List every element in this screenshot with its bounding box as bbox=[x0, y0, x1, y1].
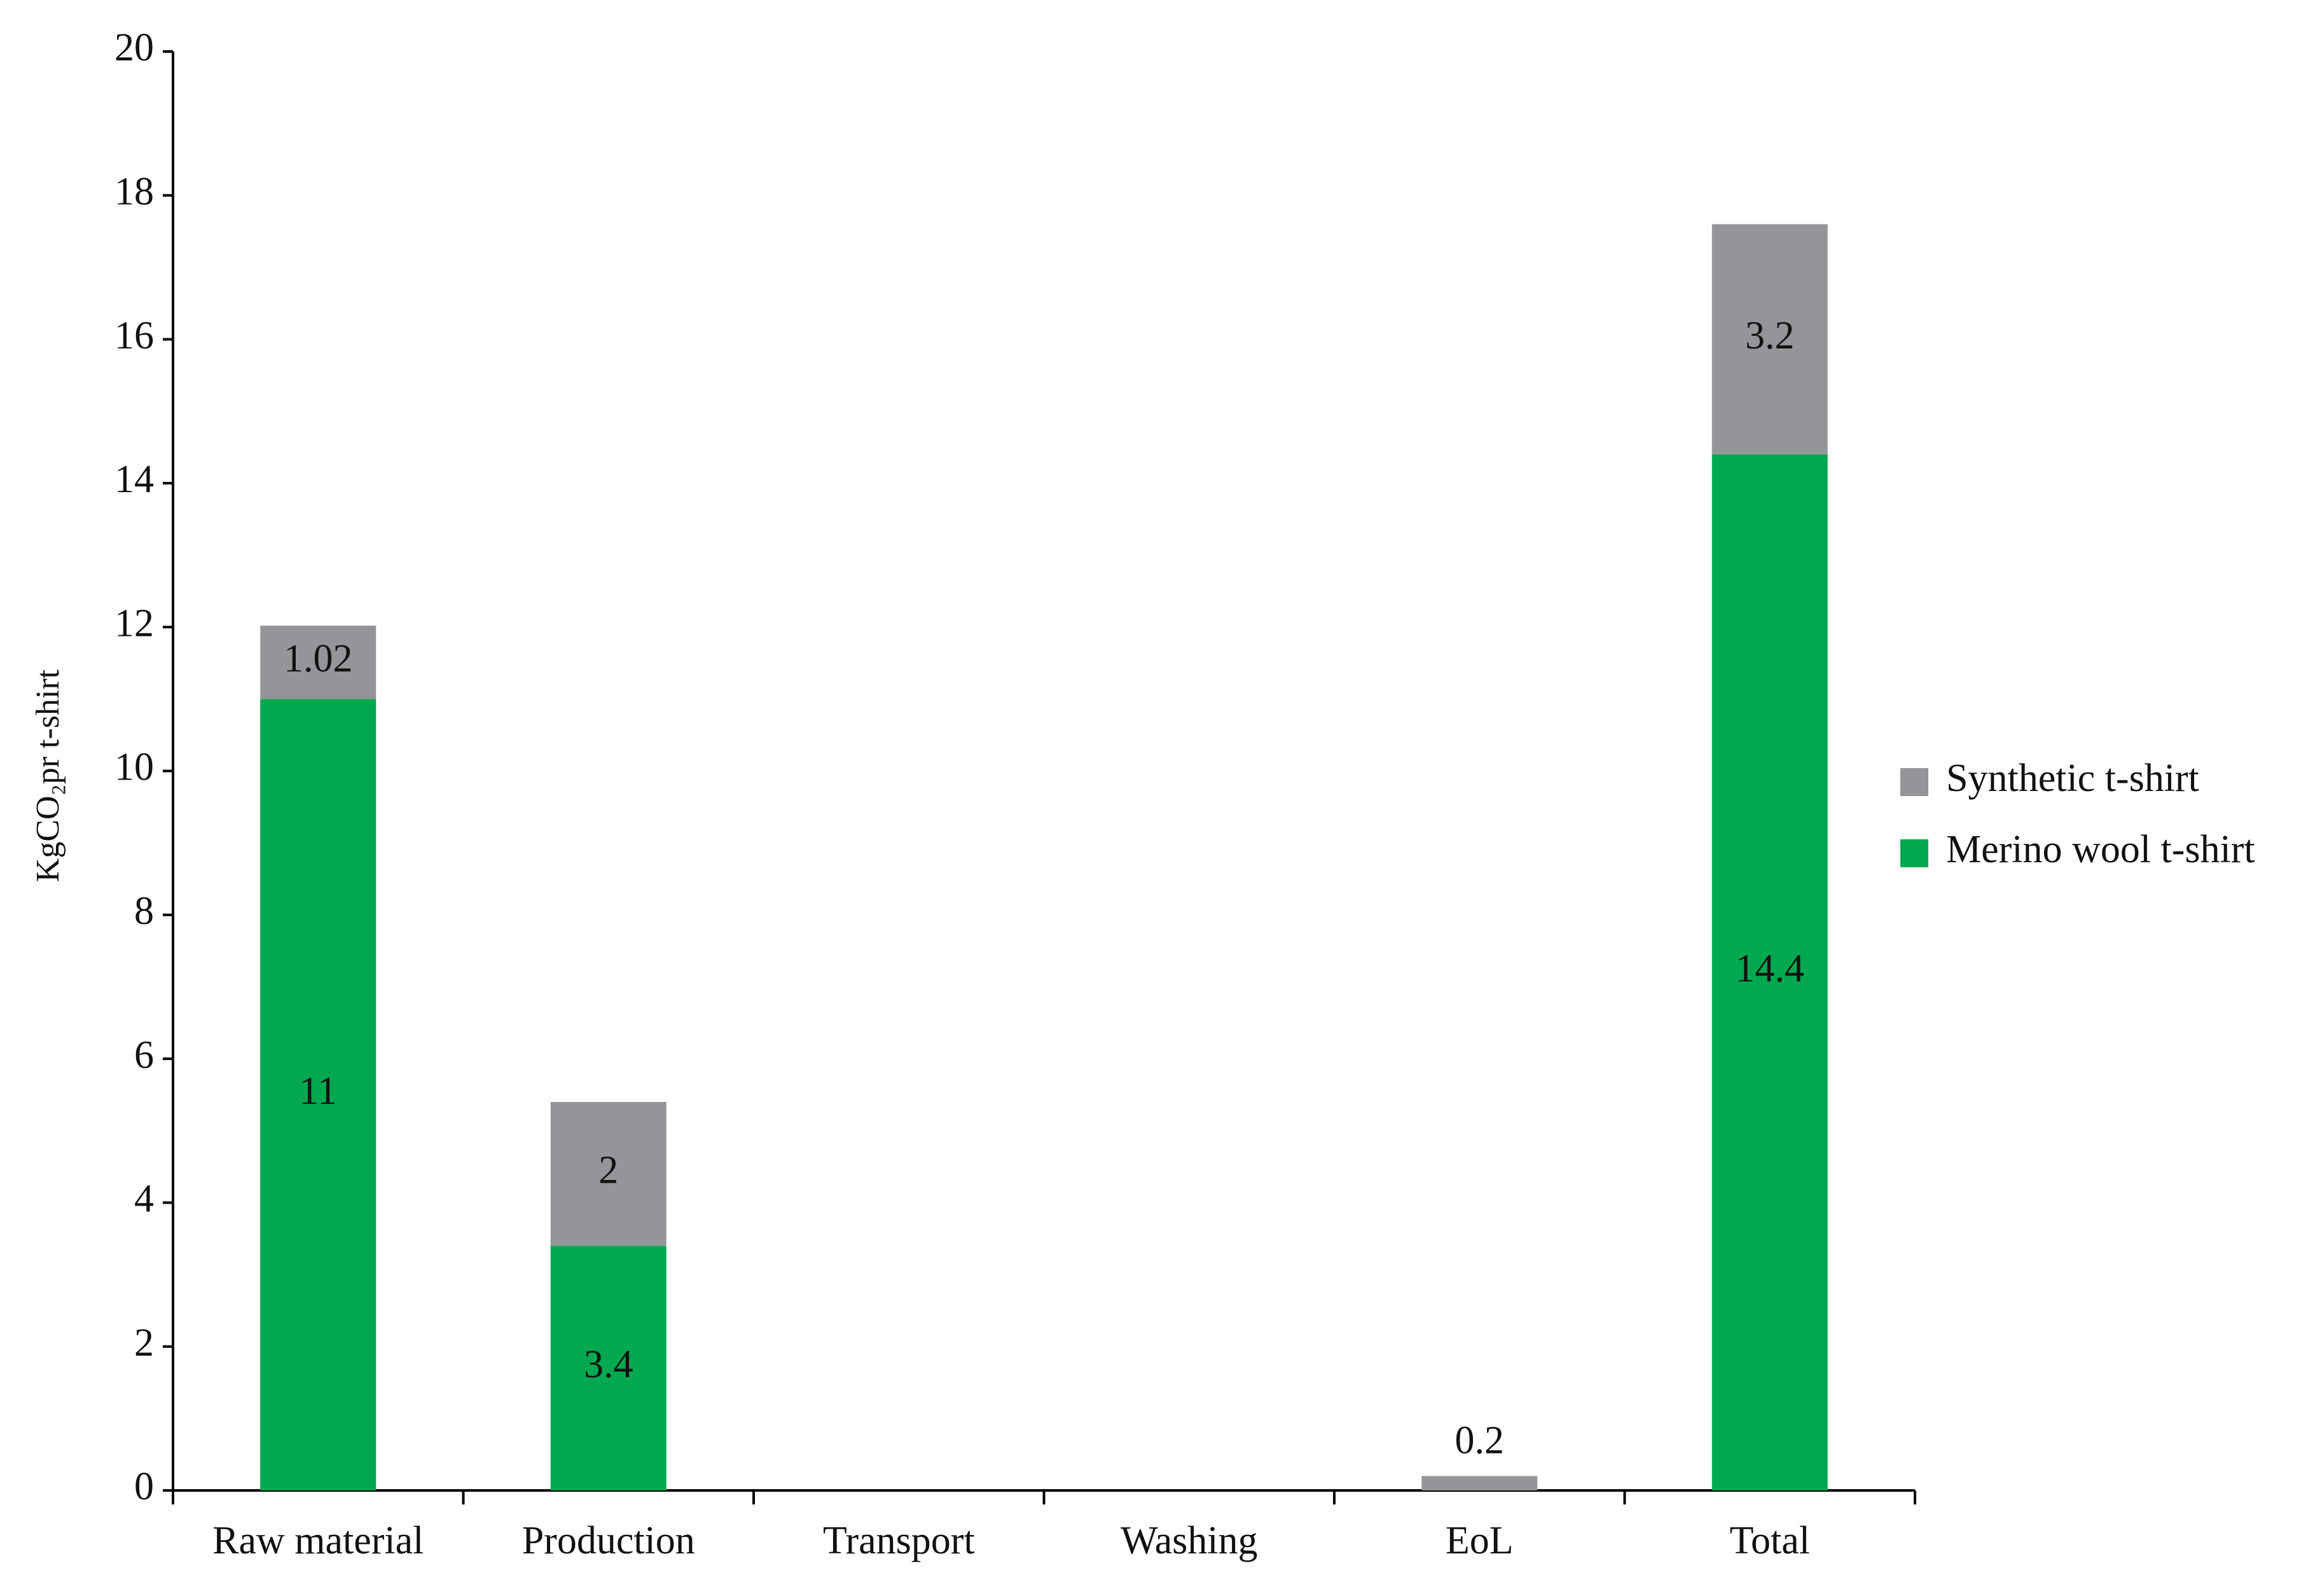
x-tick-label: Raw material bbox=[212, 1519, 424, 1562]
x-tick-label: EoL bbox=[1446, 1519, 1514, 1562]
x-tick-label: Transport bbox=[823, 1519, 975, 1562]
bar-segment bbox=[550, 1246, 667, 1490]
y-tick-label: 0 bbox=[134, 1465, 154, 1508]
y-tick-label: 20 bbox=[114, 26, 154, 69]
bar-segment bbox=[1711, 454, 1828, 1490]
bar-segment bbox=[260, 699, 377, 1490]
legend-label: Merino wool t-shirt bbox=[1946, 828, 2255, 871]
y-axis-title: KgCO₂pr t-shirt bbox=[30, 669, 66, 882]
data-label: 0.2 bbox=[1455, 1419, 1505, 1462]
legend-swatch bbox=[1900, 768, 1928, 796]
data-label: 14.4 bbox=[1736, 947, 1805, 991]
data-label: 3.2 bbox=[1745, 314, 1795, 357]
y-tick-label: 6 bbox=[134, 1033, 154, 1077]
y-tick-label: 4 bbox=[134, 1178, 154, 1221]
x-tick-label: Total bbox=[1729, 1519, 1810, 1562]
legend-swatch bbox=[1900, 839, 1928, 867]
y-tick-label: 16 bbox=[114, 314, 154, 357]
bar-segment bbox=[1711, 224, 1828, 455]
y-tick-label: 12 bbox=[114, 602, 154, 645]
x-tick-label: Washing bbox=[1121, 1519, 1257, 1562]
bar-segment bbox=[260, 625, 377, 699]
y-tick-label: 8 bbox=[134, 890, 154, 933]
data-label: 2 bbox=[598, 1148, 618, 1192]
y-tick-label: 18 bbox=[114, 170, 154, 214]
y-tick-label: 14 bbox=[114, 458, 154, 501]
legend-label: Synthetic t-shirt bbox=[1946, 757, 2199, 800]
y-tick-label: 10 bbox=[114, 746, 154, 789]
data-label: 1.02 bbox=[284, 637, 353, 680]
data-label: 3.4 bbox=[584, 1343, 633, 1386]
x-tick-label: Production bbox=[522, 1519, 695, 1562]
bar-segment bbox=[550, 1101, 667, 1246]
y-tick-label: 2 bbox=[134, 1321, 154, 1365]
bar-segment bbox=[1421, 1476, 1538, 1490]
data-label: 11 bbox=[299, 1070, 337, 1113]
